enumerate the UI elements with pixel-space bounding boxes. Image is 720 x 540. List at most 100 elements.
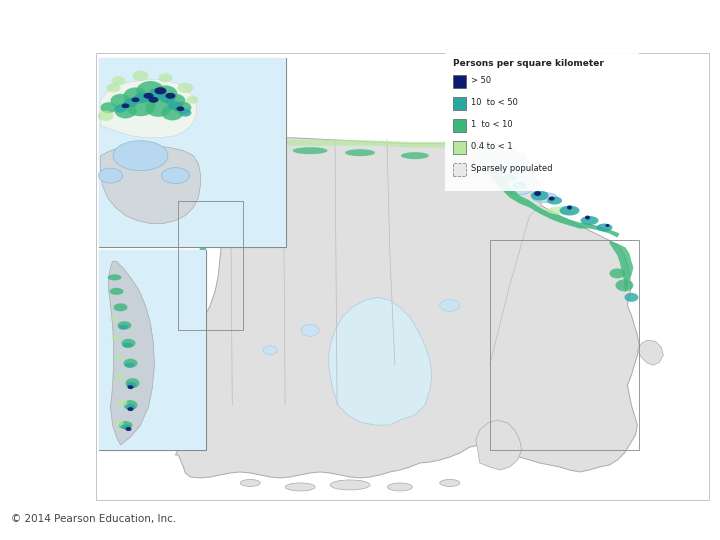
Ellipse shape [124, 87, 148, 104]
Bar [453, 97, 466, 110]
Ellipse shape [585, 215, 590, 220]
Ellipse shape [559, 206, 580, 215]
Text: Persons per square kilometer: Persons per square kilometer [453, 59, 603, 68]
Ellipse shape [114, 420, 124, 426]
Ellipse shape [132, 97, 140, 102]
Ellipse shape [440, 480, 460, 487]
Ellipse shape [101, 102, 117, 113]
Ellipse shape [122, 103, 130, 108]
Polygon shape [184, 143, 222, 330]
Text: Canada’s Population Density: Canada’s Population Density [11, 9, 462, 37]
Ellipse shape [122, 424, 132, 429]
Ellipse shape [111, 94, 130, 108]
Ellipse shape [161, 105, 184, 120]
Bar [445, 51, 639, 191]
Bar [453, 75, 466, 88]
Polygon shape [476, 420, 522, 470]
Ellipse shape [547, 197, 562, 205]
Ellipse shape [492, 167, 507, 174]
Ellipse shape [531, 191, 549, 200]
Ellipse shape [387, 483, 413, 491]
Ellipse shape [246, 152, 275, 160]
Ellipse shape [177, 83, 194, 93]
Ellipse shape [292, 147, 328, 154]
Text: 10  to < 50: 10 to < 50 [471, 98, 518, 107]
Ellipse shape [264, 346, 277, 355]
Ellipse shape [148, 97, 158, 103]
Ellipse shape [109, 288, 124, 295]
Ellipse shape [480, 157, 500, 164]
Text: > 50: > 50 [471, 76, 491, 85]
Ellipse shape [176, 106, 184, 111]
Ellipse shape [440, 299, 460, 312]
Ellipse shape [122, 343, 132, 348]
Ellipse shape [124, 359, 138, 368]
Text: 1  to < 10: 1 to < 10 [471, 120, 513, 129]
Polygon shape [109, 261, 155, 445]
Ellipse shape [301, 325, 319, 336]
Ellipse shape [609, 268, 626, 279]
Ellipse shape [125, 363, 135, 368]
Ellipse shape [98, 111, 114, 121]
Ellipse shape [534, 191, 541, 196]
Ellipse shape [117, 321, 132, 329]
Polygon shape [101, 80, 197, 138]
Ellipse shape [161, 94, 176, 103]
Ellipse shape [166, 93, 176, 99]
Ellipse shape [401, 152, 429, 159]
Ellipse shape [107, 83, 120, 92]
Ellipse shape [158, 73, 172, 83]
Ellipse shape [143, 93, 153, 99]
Ellipse shape [124, 98, 138, 107]
Polygon shape [637, 340, 663, 365]
Ellipse shape [513, 181, 526, 190]
Ellipse shape [179, 109, 192, 117]
Polygon shape [233, 154, 247, 215]
Ellipse shape [109, 317, 120, 322]
Ellipse shape [153, 85, 177, 102]
Ellipse shape [580, 216, 598, 225]
Polygon shape [233, 140, 490, 151]
Ellipse shape [532, 193, 557, 202]
Polygon shape [166, 342, 181, 363]
Ellipse shape [174, 102, 192, 114]
Ellipse shape [125, 427, 132, 431]
Ellipse shape [606, 224, 609, 227]
Bar [453, 163, 466, 176]
Ellipse shape [117, 400, 127, 406]
Bar [490, 240, 639, 450]
Polygon shape [328, 298, 432, 425]
Bar [453, 141, 466, 154]
Ellipse shape [624, 293, 639, 302]
Ellipse shape [504, 174, 516, 181]
Ellipse shape [119, 421, 132, 429]
Ellipse shape [114, 355, 124, 360]
Text: Sparsely populated: Sparsely populated [471, 164, 552, 173]
Polygon shape [101, 144, 200, 224]
Ellipse shape [125, 404, 135, 410]
Text: 0.4 to < 1: 0.4 to < 1 [471, 142, 513, 151]
Ellipse shape [505, 177, 535, 194]
Ellipse shape [345, 149, 375, 156]
Ellipse shape [447, 154, 472, 160]
Ellipse shape [114, 303, 127, 312]
Bar [96, 53, 709, 500]
Ellipse shape [469, 154, 530, 177]
Ellipse shape [127, 407, 133, 411]
Ellipse shape [114, 105, 127, 113]
Ellipse shape [99, 168, 122, 183]
Ellipse shape [124, 400, 138, 410]
Bar [99, 58, 286, 247]
Polygon shape [490, 164, 619, 238]
Ellipse shape [166, 94, 185, 108]
Ellipse shape [115, 374, 125, 380]
Polygon shape [179, 330, 197, 385]
Ellipse shape [107, 274, 122, 280]
Text: © 2014 Pearson Education, Inc.: © 2014 Pearson Education, Inc. [11, 514, 176, 524]
Ellipse shape [145, 99, 171, 117]
Ellipse shape [547, 206, 572, 214]
Ellipse shape [125, 95, 156, 116]
Ellipse shape [125, 378, 140, 388]
Ellipse shape [113, 141, 168, 171]
Ellipse shape [186, 96, 198, 104]
